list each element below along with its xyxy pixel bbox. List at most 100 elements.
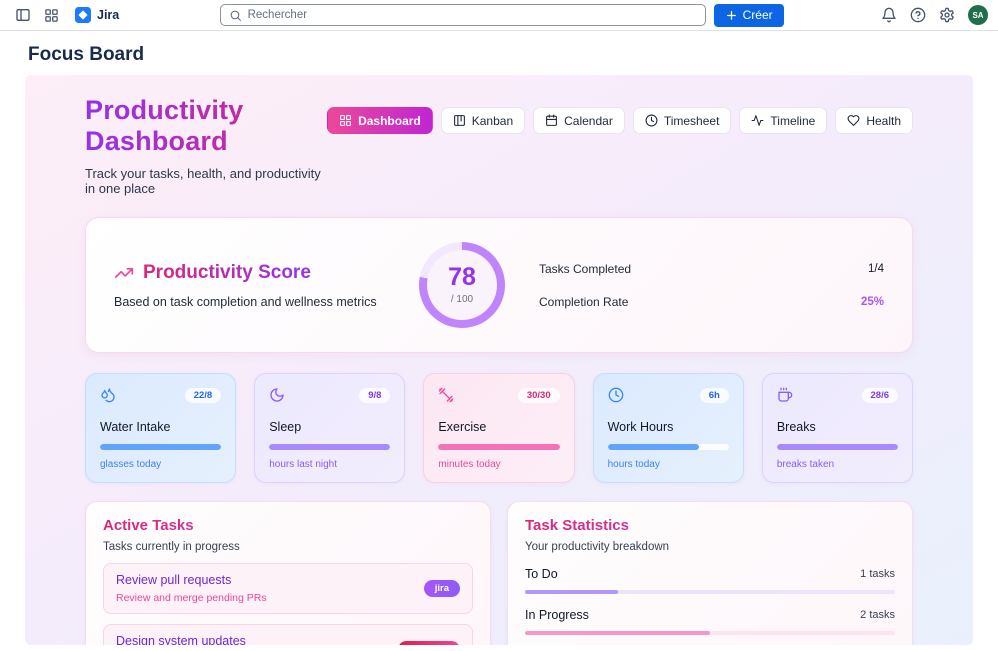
topbar: Jira Créer: [0, 0, 998, 31]
app-name: Jira: [97, 8, 120, 22]
metric-caption: hours last night: [269, 459, 338, 470]
clock-icon: [645, 114, 658, 127]
score-stats: Tasks Completed 1/4 Completion Rate 25%: [539, 262, 884, 309]
plus-icon: [725, 9, 738, 22]
tab-timesheet[interactable]: Timesheet: [632, 107, 732, 134]
score-gauge: 78 / 100: [419, 242, 505, 328]
page-title: Focus Board: [28, 44, 145, 65]
metric-progress-bar: [776, 444, 899, 450]
metric-name: Breaks: [776, 420, 816, 434]
task-statistics-card: Task Statistics Your productivity breakd…: [507, 501, 913, 645]
metric-caption: breaks taken: [776, 459, 835, 470]
stat-block-in-progress: In Progress 2 tasks: [525, 608, 895, 635]
metric-card-exercise: 30/30 Exercise minutes today: [423, 373, 575, 483]
search-icon: [229, 9, 242, 22]
task-tag-badge: jira: [423, 580, 460, 597]
tab-kanban[interactable]: Kanban: [440, 107, 526, 134]
bottom-panels: Active Tasks Tasks currently in progress…: [85, 501, 913, 645]
stat-progress-bar: [525, 590, 895, 594]
coffee-icon: [777, 387, 793, 403]
task-description: Review and merge pending PRs: [116, 592, 267, 604]
metric-caption: hours today: [607, 459, 660, 470]
metric-caption: minutes today: [438, 459, 501, 470]
metric-progress-bar: [607, 444, 729, 450]
metric-name: Sleep: [269, 420, 302, 434]
metric-name: Work Hours: [607, 420, 674, 434]
stat-label: Completion Rate: [539, 294, 629, 309]
bell-icon: [881, 7, 897, 23]
metric-badge: 9/8: [359, 387, 391, 403]
avatar-initials: SA: [972, 10, 984, 20]
task-item[interactable]: Design system updates Update component l…: [103, 624, 473, 645]
tab-label: Calendar: [564, 113, 613, 128]
tab-label: Kanban: [471, 113, 514, 128]
grid-icon: [339, 114, 352, 127]
heart-icon: [847, 114, 860, 127]
stat-row-completion-rate: Completion Rate 25%: [539, 295, 884, 309]
help-button[interactable]: [905, 3, 931, 27]
user-avatar[interactable]: SA: [968, 5, 988, 25]
task-tag-badge: personal: [398, 641, 460, 645]
topbar-left: Jira: [10, 3, 127, 27]
search-box[interactable]: [219, 4, 706, 26]
task-item[interactable]: Review pull requests Review and merge pe…: [103, 563, 473, 614]
droplets-icon: [100, 387, 116, 403]
notifications-button[interactable]: [876, 3, 902, 27]
metric-progress-bar: [269, 444, 391, 450]
task-statistics-title: Task Statistics: [525, 517, 895, 534]
active-tasks-title: Active Tasks: [103, 517, 473, 534]
tab-label: Timesheet: [663, 113, 720, 128]
jira-home-link[interactable]: Jira: [66, 3, 127, 27]
topbar-right: SA: [876, 3, 988, 27]
page-header: Focus Board: [0, 31, 998, 75]
sidebar-toggle-button[interactable]: [10, 3, 36, 27]
metric-badge: 30/30: [517, 387, 560, 403]
stat-value: 1/4: [868, 262, 884, 275]
tab-label: Timeline: [770, 113, 816, 128]
sidebar-panel-icon: [15, 7, 31, 23]
dashboard-header: Productivity Dashboard Track your tasks,…: [85, 95, 913, 196]
tab-label: Dashboard: [358, 113, 421, 128]
tab-label: Health: [866, 113, 901, 128]
stat-value: 25%: [860, 295, 884, 308]
stat-count: 2 tasks: [860, 609, 895, 621]
score-value: 78: [448, 263, 476, 291]
metric-badge: 22/8: [184, 387, 222, 403]
tab-timeline[interactable]: Timeline: [739, 107, 828, 134]
stat-count: 1 tasks: [860, 568, 895, 580]
tab-dashboard[interactable]: Dashboard: [327, 107, 433, 134]
stat-progress-bar: [525, 631, 895, 635]
task-text: Design system updates Update component l…: [116, 634, 246, 645]
stat-block-todo: To Do 1 tasks: [525, 567, 895, 594]
moon-icon: [269, 387, 285, 403]
search-input[interactable]: [247, 9, 697, 21]
app-switcher-button[interactable]: [38, 3, 64, 27]
tab-health[interactable]: Health: [835, 107, 913, 134]
metric-progress-bar: [438, 444, 560, 450]
active-tasks-card: Active Tasks Tasks currently in progress…: [85, 501, 491, 645]
dumbbell-icon: [438, 387, 454, 403]
task-title: Review pull requests: [116, 573, 232, 587]
topbar-center: Créer: [127, 3, 876, 27]
task-title: Design system updates: [116, 634, 246, 645]
metric-badge: 28/6: [861, 387, 899, 403]
stat-row-tasks-completed: Tasks Completed 1/4: [539, 262, 884, 276]
settings-button[interactable]: [934, 3, 960, 27]
metric-name: Exercise: [438, 420, 487, 434]
score-text: Productivity Score Based on task complet…: [114, 262, 385, 309]
create-button-label: Créer: [742, 8, 773, 22]
metric-card-sleep: 9/8 Sleep hours last night: [254, 373, 406, 483]
tab-calendar[interactable]: Calendar: [533, 107, 625, 134]
score-max: / 100: [450, 294, 474, 305]
create-button[interactable]: Créer: [713, 3, 784, 27]
task-statistics-subtitle: Your productivity breakdown: [525, 541, 670, 553]
stat-label: To Do: [525, 567, 558, 581]
metric-card-work-hours: 6h Work Hours hours today: [592, 373, 744, 483]
score-card-subtitle: Based on task completion and wellness me…: [114, 294, 377, 309]
view-tabs: Dashboard Kanban Calendar Timesheet: [327, 107, 913, 134]
task-text: Review pull requests Review and merge pe…: [116, 573, 267, 604]
kanban-icon: [453, 114, 466, 127]
dashboard-header-text: Productivity Dashboard Track your tasks,…: [85, 95, 327, 196]
metric-card-breaks: 28/6 Breaks breaks taken: [761, 373, 914, 483]
dashboard-title: Productivity Dashboard: [85, 95, 327, 157]
